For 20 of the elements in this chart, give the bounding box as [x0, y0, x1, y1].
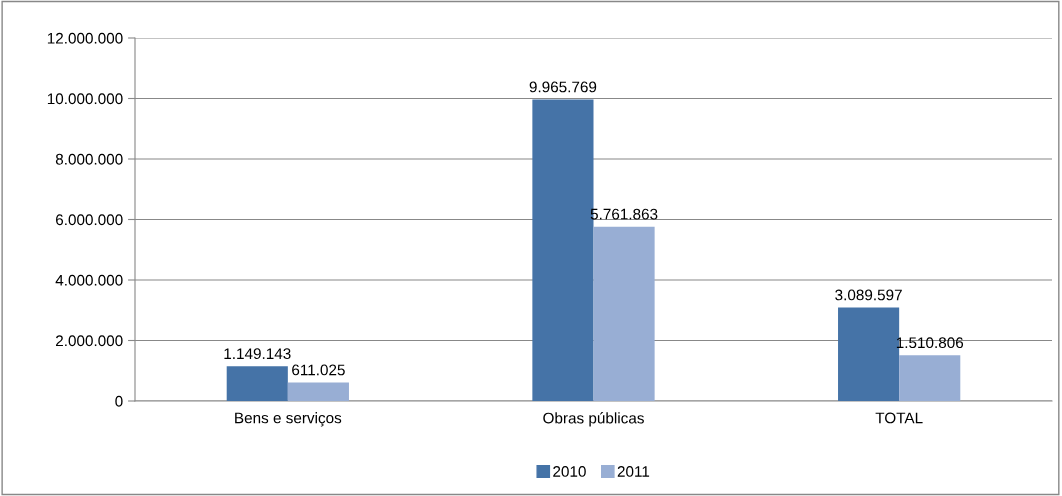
- y-tick-label: 6.000.000: [56, 214, 123, 226]
- data-label: 3.089.597: [835, 289, 902, 301]
- y-tick-label: 8.000.000: [55, 153, 123, 165]
- data-label: 1.149.143: [224, 348, 291, 360]
- bar: [226, 366, 288, 401]
- x-tick-label: TOTAL: [875, 412, 923, 424]
- bar: [287, 382, 349, 401]
- data-label: 611.025: [292, 364, 345, 376]
- bar: [899, 355, 961, 401]
- y-tick-label: 4.000.000: [55, 274, 123, 286]
- legend-label: 2010: [553, 466, 586, 477]
- y-tick-label: 12.000.000: [47, 32, 123, 44]
- x-tick-label: Obras públicas: [543, 412, 644, 427]
- y-tick-label: 10.000.000: [47, 93, 123, 105]
- y-tick-label: 2.000.000: [56, 335, 123, 347]
- data-label: 9.965.769: [529, 81, 597, 93]
- legend-label: 2011: [617, 466, 650, 477]
- y-tick-label: 0: [115, 395, 123, 407]
- bar: [593, 226, 655, 401]
- x-tick-label: Bens e serviços: [235, 412, 342, 427]
